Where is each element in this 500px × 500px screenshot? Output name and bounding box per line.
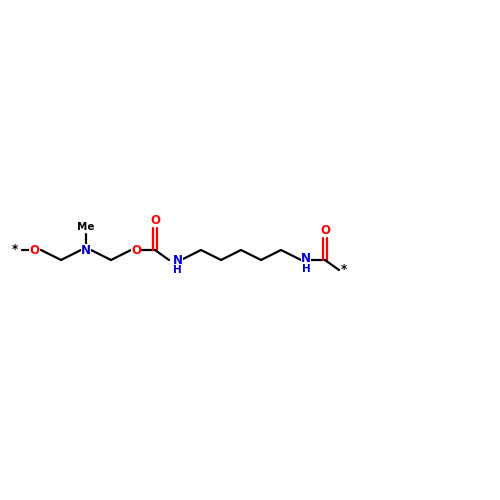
Text: H: H <box>173 265 182 275</box>
Text: O: O <box>131 244 141 256</box>
Text: N: N <box>301 252 311 264</box>
Text: O: O <box>29 244 39 256</box>
Text: O: O <box>320 224 330 236</box>
Text: Me: Me <box>77 222 95 232</box>
Text: N: N <box>81 244 91 256</box>
Text: O: O <box>150 214 160 226</box>
Text: *: * <box>341 264 347 276</box>
Text: *: * <box>12 244 18 256</box>
Text: N: N <box>173 254 183 268</box>
Text: H: H <box>302 264 310 274</box>
